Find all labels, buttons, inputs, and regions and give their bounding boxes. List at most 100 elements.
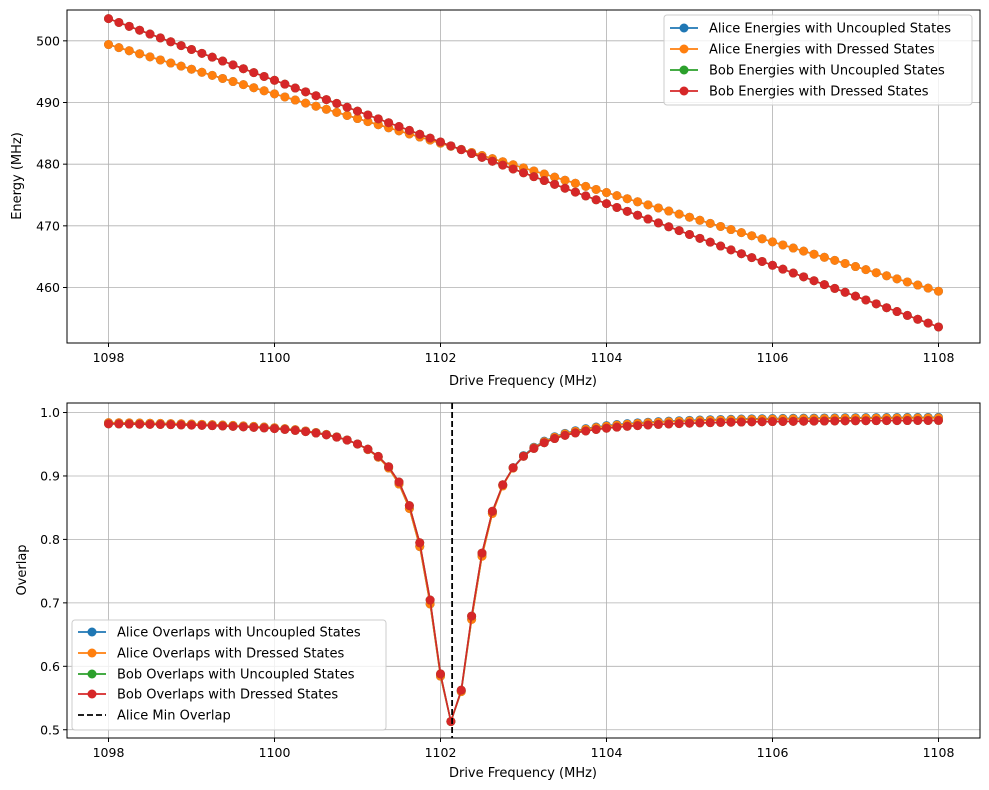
overlap-data-point <box>519 451 528 461</box>
overlap-data-point <box>913 415 923 425</box>
energy-legend-label: Bob Energies with Dressed States <box>709 85 929 100</box>
overlap-data-point <box>643 420 653 430</box>
overlap-data-point <box>280 424 290 434</box>
energy-legend: Alice Energies with Uncoupled States Ali… <box>663 14 973 106</box>
overlap-data-point <box>705 418 715 428</box>
energy-data-point <box>259 86 269 96</box>
energy-data-point <box>270 75 279 85</box>
energy-data-point <box>612 191 622 201</box>
energy-data-point <box>747 253 757 263</box>
energy-data-point <box>228 77 238 87</box>
energy-data-point <box>819 252 829 262</box>
energy-data-point <box>778 240 788 250</box>
energy-data-point <box>363 110 373 120</box>
overlap-legend-item: Alice Min Overlap <box>78 709 231 724</box>
overlap-data-point <box>830 416 840 426</box>
energy-data-point <box>311 101 321 111</box>
energy-legend-marker <box>679 23 689 33</box>
energy-data-point <box>249 68 259 78</box>
overlap-plot-frame <box>66 402 981 739</box>
overlap-data-point <box>871 416 881 426</box>
overlap-data-point <box>384 462 394 472</box>
energy-data-point <box>218 73 228 83</box>
overlap-data-point <box>591 424 601 434</box>
overlap-x-tick-label: 1106 <box>757 745 789 760</box>
overlap-data-point <box>695 418 705 428</box>
energy-data-point <box>851 291 860 301</box>
energy-ticks: 1098 1100 1102 1104 1106 1108 460 470 480 490 500 <box>36 33 954 365</box>
energy-data-point <box>768 237 777 247</box>
overlap-data-point <box>135 419 145 429</box>
energy-data-point <box>487 156 497 166</box>
overlap-data-point <box>187 420 196 430</box>
energy-data-point <box>757 256 767 266</box>
energy-data-point <box>664 222 674 232</box>
energy-data-point <box>197 67 207 77</box>
energy-data-point <box>311 91 321 101</box>
overlap-data-point <box>270 424 279 434</box>
overlap-data-point <box>207 421 217 431</box>
overlap-data-point <box>508 463 518 473</box>
energy-data-point <box>187 64 196 74</box>
overlap-data-point <box>353 439 362 449</box>
energy-data-point <box>674 209 684 219</box>
energy-x-tick-label: 1104 <box>591 350 623 365</box>
energy-data-point <box>695 215 705 225</box>
energy-y-axis-label: Energy (MHz) <box>10 132 25 220</box>
energy-data-point <box>290 83 300 93</box>
overlap-data-point <box>249 422 259 432</box>
overlap-legend-item: Bob Overlaps with Uncoupled States <box>78 668 355 683</box>
energy-data-point <box>477 152 487 162</box>
overlap-legend-marker <box>87 627 97 637</box>
energy-data-point <box>861 295 871 305</box>
energy-data-point <box>238 80 248 90</box>
energy-x-tick-label: 1100 <box>259 350 291 365</box>
overlap-data-point <box>581 426 591 436</box>
overlap-data-point <box>301 427 311 437</box>
energy-data-point <box>736 228 746 238</box>
energy-data-point <box>114 43 124 53</box>
overlap-legend-marker <box>87 689 97 699</box>
overlap-data-point <box>840 416 850 426</box>
energy-data-point <box>653 203 663 213</box>
overlap-data-point <box>768 417 777 427</box>
energy-data-point <box>840 258 850 268</box>
overlap-y-tick-label: 0.7 <box>40 595 60 610</box>
overlap-y-axis-label: Overlap <box>15 544 30 595</box>
energy-data-point <box>373 114 383 124</box>
overlap-data-point <box>550 434 560 444</box>
overlap-legend-marker <box>87 669 97 679</box>
energy-data-point <box>176 61 186 71</box>
overlap-legend-item: Alice Overlaps with Dressed States <box>78 647 345 662</box>
energy-data-point <box>560 183 570 193</box>
energy-data-point <box>612 202 622 212</box>
energy-data-point <box>155 55 165 65</box>
overlap-data-point <box>819 416 829 426</box>
energy-data-point <box>633 210 643 220</box>
overlap-data-point <box>228 421 238 431</box>
overlap-data-point <box>882 416 892 426</box>
energy-data-point <box>290 95 300 105</box>
overlap-data-point <box>363 444 373 454</box>
energy-data-point <box>342 102 352 112</box>
energy-data-point <box>643 200 653 210</box>
energy-data-point <box>280 92 290 102</box>
overlap-data-point <box>467 611 477 621</box>
energy-data-point <box>716 241 726 251</box>
overlap-data-point <box>778 416 788 426</box>
overlap-data-point <box>892 416 902 426</box>
energy-data-point <box>830 283 840 293</box>
overlap-legend-item: Alice Overlaps with Uncoupled States <box>78 626 361 641</box>
overlap-data-point <box>218 421 228 431</box>
overlap-y-tick-label: 0.8 <box>40 532 60 547</box>
energy-data-point <box>415 129 425 139</box>
energy-x-tick-label: 1102 <box>425 350 457 365</box>
energy-legend-marker <box>679 65 689 75</box>
energy-data-point <box>155 33 165 43</box>
energy-legend-box <box>663 14 973 106</box>
energy-data-point <box>104 40 113 50</box>
overlap-data-point <box>757 417 767 427</box>
energy-data-point <box>498 160 508 170</box>
overlap-data-point <box>736 417 746 427</box>
overlap-legend-label: Bob Overlaps with Uncoupled States <box>117 668 355 683</box>
